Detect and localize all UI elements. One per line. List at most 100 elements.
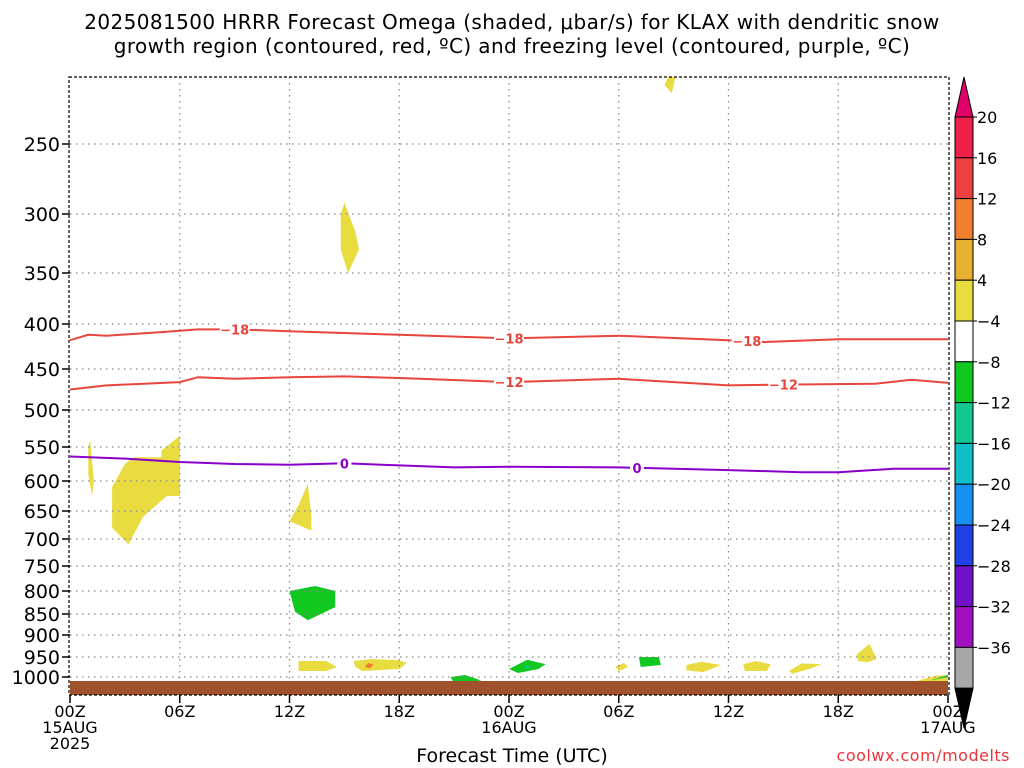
contour-label-bg-1-1: [768, 377, 799, 392]
colorbar-label-4: 4: [977, 271, 987, 290]
colorbar-swatch-1: [954, 157, 974, 200]
omega-region-8: [364, 663, 374, 669]
omega-region-4: [289, 484, 312, 531]
colorbar-swatch-0: [954, 116, 974, 159]
y-tick-label-900: 900: [24, 625, 60, 647]
contour-label-bg-2-1: [630, 460, 645, 475]
colorbar-label-13: −36: [977, 638, 1011, 657]
x-tick-label-36-0: 12Z: [713, 702, 744, 721]
colorbar-swatch-2: [954, 198, 974, 240]
contour-label-1-1: −12: [769, 379, 798, 394]
x-tick-label-0-0: 00Z: [54, 702, 85, 721]
chart-title-line-1: 2025081500 HRRR Forecast Omega (shaded, …: [84, 10, 940, 34]
colorbar-label-8: −16: [977, 434, 1011, 453]
contour-label-0-1: −18: [495, 332, 524, 347]
source-credit: coolwx.com/modelts: [836, 746, 1010, 765]
colorbar-swatch-10: [954, 524, 974, 567]
colorbar-bottom-arrow: [954, 687, 974, 729]
omega-region-14: [686, 661, 722, 673]
x-tick-label-18-0: 18Z: [384, 702, 415, 721]
y-tick-label-300: 300: [24, 204, 60, 226]
contour-label-bg-1-0: [494, 375, 524, 390]
omega-region-6: [298, 661, 338, 671]
x-tick-label-0-2: 2025: [50, 734, 91, 753]
colorbar-label-12: −32: [977, 598, 1011, 617]
omega-shading-layer: [88, 77, 948, 687]
omega-region-3: [112, 435, 180, 545]
colorbar-swatch-9: [954, 483, 974, 526]
contour-label-bg-0-1: [494, 331, 524, 346]
colorbar: 20 16 12 8 4 −4 −8 −12 −16 −20 −24 −28 −32 −36: [954, 76, 1011, 729]
y-tick-label-500: 500: [24, 400, 60, 422]
x-tick-label-0-1: 15AUG: [42, 718, 97, 737]
x-tick-label-24-0: 00Z: [493, 702, 524, 721]
y-axis: 2503003504004505005506006507007508008509…: [12, 134, 70, 689]
contour-layer: −18 −18 −18 −12 −12 0 0: [69, 322, 949, 477]
omega-region-16: [788, 663, 822, 674]
chart-title-line-2: growth region (contoured, red, ºC) and f…: [113, 34, 911, 58]
x-tick-label-6-0: 06Z: [164, 702, 195, 721]
colorbar-label-7: −12: [977, 394, 1011, 413]
colorbar-label-10: −24: [977, 516, 1011, 535]
omega-region-19: [929, 675, 948, 681]
colorbar-label-0: 20: [977, 108, 997, 127]
contour-line-1: [69, 375, 949, 391]
colorbar-label-5: −4: [977, 312, 1001, 331]
omega-region-0: [664, 77, 676, 94]
ground-strip: [70, 681, 948, 695]
omega-region-1: [340, 202, 359, 273]
omega-region-5: [289, 586, 336, 621]
y-tick-label-700: 700: [24, 529, 60, 551]
x-tick-label-48-1: 17AUG: [920, 718, 975, 737]
y-tick-label-950: 950: [24, 647, 60, 669]
colorbar-label-3: 8: [977, 230, 987, 249]
omega-region-15: [743, 661, 771, 671]
x-tick-label-30-0: 06Z: [603, 702, 634, 721]
colorbar-label-2: 12: [977, 190, 997, 209]
omega-region-17: [856, 643, 877, 663]
colorbar-swatch-8: [954, 442, 974, 485]
y-tick-label-250: 250: [24, 134, 60, 156]
omega-region-2: [88, 439, 94, 496]
y-tick-label-400: 400: [24, 314, 60, 336]
colorbar-swatch-12: [954, 606, 974, 648]
contour-label-2-0: 0: [340, 457, 349, 472]
omega-region-12: [615, 663, 628, 671]
x-tick-label-24-1: 16AUG: [481, 718, 536, 737]
colorbar-top-arrow: [954, 76, 974, 118]
colorbar-label-9: −20: [977, 475, 1011, 494]
contour-label-2-1: 0: [633, 462, 642, 477]
y-tick-label-600: 600: [24, 471, 60, 493]
colorbar-label-11: −28: [977, 557, 1011, 576]
contour-line-2: [69, 455, 948, 474]
colorbar-swatch-5: [954, 320, 974, 363]
contour-label-bg-0-2: [731, 334, 762, 349]
colorbar-swatch-7: [954, 402, 974, 444]
omega-region-13: [638, 657, 661, 667]
contour-label-bg-0-0: [219, 322, 250, 337]
colorbar-label-6: −8: [977, 353, 1001, 372]
omega-region-7: [353, 659, 407, 671]
y-tick-label-800: 800: [24, 581, 60, 603]
colorbar-swatch-4: [954, 279, 974, 322]
x-axis-title: Forecast Time (UTC): [416, 745, 608, 767]
x-tick-label-42-0: 18Z: [823, 702, 854, 721]
colorbar-swatch-6: [954, 361, 974, 404]
contour-label-0-0: −18: [220, 323, 249, 338]
y-tick-label-550: 550: [24, 437, 60, 459]
omega-region-11: [525, 665, 531, 669]
colorbar-swatch-11: [954, 565, 974, 608]
y-tick-label-350: 350: [24, 263, 60, 285]
contour-label-1-0: −12: [495, 376, 524, 391]
colorbar-label-1: 16: [977, 149, 997, 168]
y-tick-label-750: 750: [24, 556, 60, 578]
colorbar-swatch-3: [954, 238, 974, 281]
contour-label-0-2: −18: [732, 335, 761, 350]
grid-layer: [70, 77, 948, 681]
y-tick-label-1000: 1000: [12, 667, 60, 689]
x-tick-label-48-0: 00Z: [932, 702, 963, 721]
y-tick-label-650: 650: [24, 501, 60, 523]
x-tick-label-12-0: 12Z: [274, 702, 305, 721]
